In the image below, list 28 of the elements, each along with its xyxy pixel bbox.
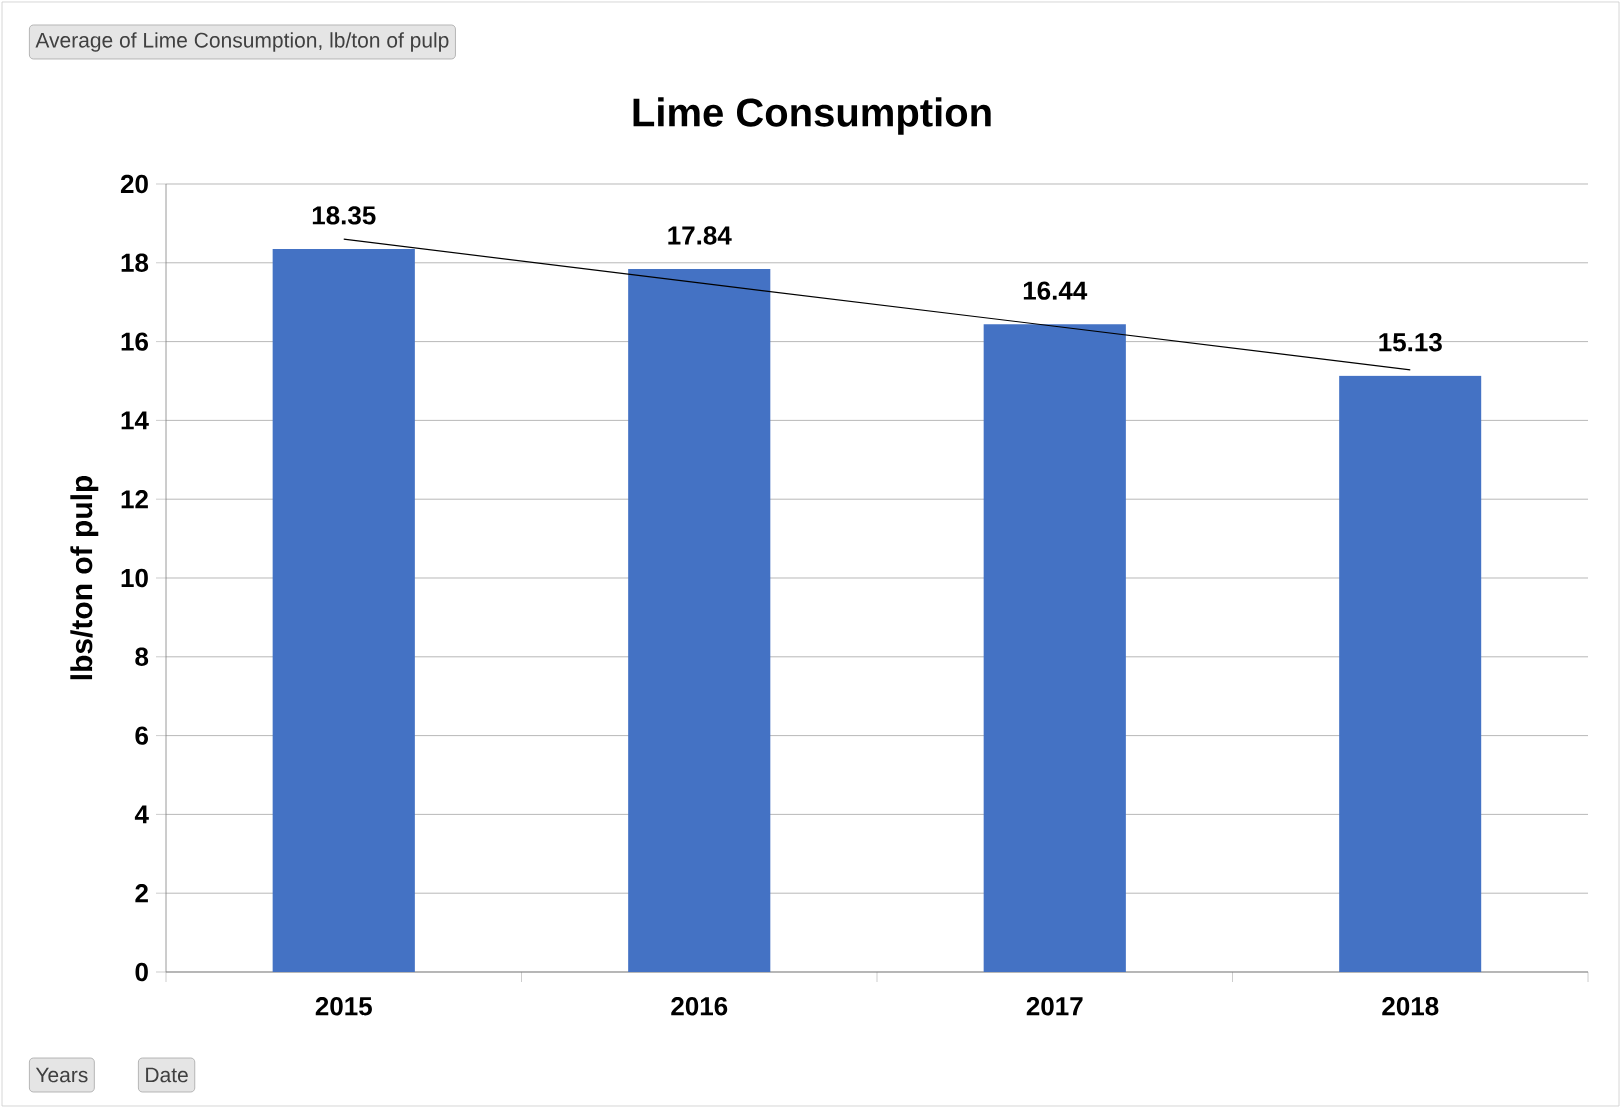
- bar: [628, 269, 771, 972]
- data-label: 17.84: [668, 226, 732, 245]
- x-tick-label: 2016: [671, 997, 728, 1016]
- y-tick-label: 14: [121, 411, 149, 430]
- y-tick-label: 2: [135, 884, 148, 903]
- y-tick-label: 10: [121, 568, 148, 588]
- chart-title: Lime Consumption: [633, 97, 991, 135]
- y-tick-label: 18: [121, 253, 149, 272]
- text: Years: [35, 1067, 88, 1083]
- bar: [1339, 375, 1482, 972]
- x-tick-label: 2018: [1382, 997, 1439, 1016]
- x-tick-label: 2017: [1026, 997, 1083, 1016]
- text: Average of Lime Consumption, lb/ton of pulp: [35, 32, 449, 52]
- y-tick-label: 6: [135, 726, 148, 745]
- y-tick-label: 8: [135, 647, 149, 666]
- bar: [983, 324, 1126, 972]
- y-tick-label: 16: [121, 332, 148, 351]
- y-tick-label: 20: [120, 174, 148, 194]
- y-tick-label: 12: [121, 490, 148, 509]
- y-tick-label: 4: [134, 805, 149, 824]
- data-label: 18.35: [312, 206, 376, 225]
- x-tick-label: 2015: [315, 997, 372, 1016]
- text: Date: [146, 1067, 188, 1083]
- y-tick-label: 0: [135, 962, 148, 982]
- data-label: 15.13: [1379, 333, 1442, 352]
- y-axis-title: lbs/ton of pulp: [70, 475, 99, 680]
- bar: [272, 249, 415, 972]
- data-label: 16.44: [1023, 281, 1088, 300]
